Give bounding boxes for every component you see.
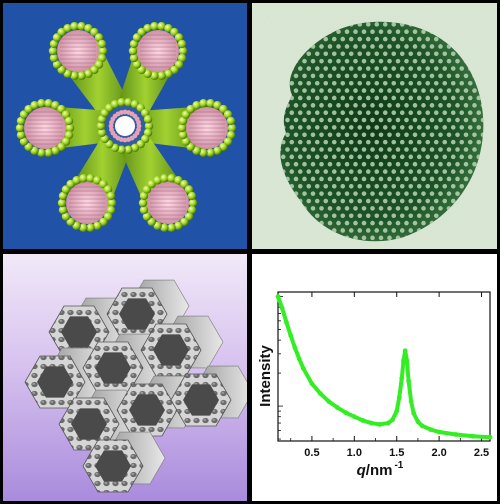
saxs-point [399, 375, 405, 381]
mesoporous-tube-array-icon [15, 22, 237, 232]
y-axis-label: Intensity [257, 345, 274, 407]
saxs-point [404, 358, 410, 364]
framework-cell [170, 365, 247, 427]
saxs-point [284, 320, 289, 325]
saxs-point [406, 378, 411, 384]
saxs-point [292, 345, 298, 351]
saxs-point [436, 429, 442, 435]
saxs-point [470, 433, 476, 439]
saxs-point [385, 420, 391, 426]
framework-cell [106, 279, 190, 341]
framework-cell [140, 315, 224, 377]
saxs-point [453, 432, 459, 437]
saxs-point [318, 391, 323, 396]
saxs-chart-panel: 0.5 1.0 1.5 2.0 2.5 Intensity q/nm -1 [252, 254, 497, 501]
x-tick-label: 1.5 [389, 447, 404, 459]
saxs-point [275, 294, 281, 299]
x-tick-label: 1.0 [347, 447, 362, 459]
tem-micrograph-icon [252, 3, 497, 249]
saxs-point [396, 395, 402, 400]
saxs-point [408, 399, 414, 404]
saxs-point [377, 422, 383, 427]
saxs-point [360, 418, 366, 423]
saxs-point [419, 423, 425, 429]
saxs-point [334, 405, 340, 410]
tube-model-panel [3, 3, 247, 249]
plot-frame [277, 291, 491, 442]
saxs-point [415, 419, 421, 425]
saxs-point [411, 410, 417, 416]
saxs-chart: 0.5 1.0 1.5 2.0 2.5 Intensity q/nm -1 [257, 291, 493, 479]
saxs-point [390, 417, 395, 423]
saxs-point [487, 434, 493, 440]
x-tick-label: 2.5 [474, 447, 489, 459]
center-tube [96, 98, 154, 154]
framework-model-panel [3, 254, 247, 501]
saxs-point [279, 305, 285, 311]
x-tick-label: 0.5 [304, 447, 319, 459]
framework-cell [82, 431, 166, 493]
saxs-point [296, 356, 302, 362]
x-tick-label: 2.0 [431, 447, 446, 459]
saxs-point [401, 358, 406, 364]
saxs-point [343, 410, 349, 416]
saxs-point [326, 399, 332, 404]
x-axis-label-q: q [357, 462, 366, 479]
saxs-point [368, 420, 374, 426]
saxs-point [351, 414, 357, 420]
saxs-point [301, 366, 306, 371]
tem-micrograph-panel [252, 3, 497, 249]
saxs-point [309, 381, 315, 387]
x-axis-label-exp: -1 [394, 460, 403, 471]
saxs-curve [276, 294, 492, 440]
saxs-point [394, 408, 400, 414]
x-axis-label-unit: /nm [366, 462, 393, 479]
saxs-point [402, 348, 408, 354]
x-axis-label: q/nm -1 [357, 460, 404, 479]
hexagonal-framework-icon [24, 279, 247, 493]
saxs-point [428, 427, 434, 432]
saxs-point [288, 333, 294, 338]
